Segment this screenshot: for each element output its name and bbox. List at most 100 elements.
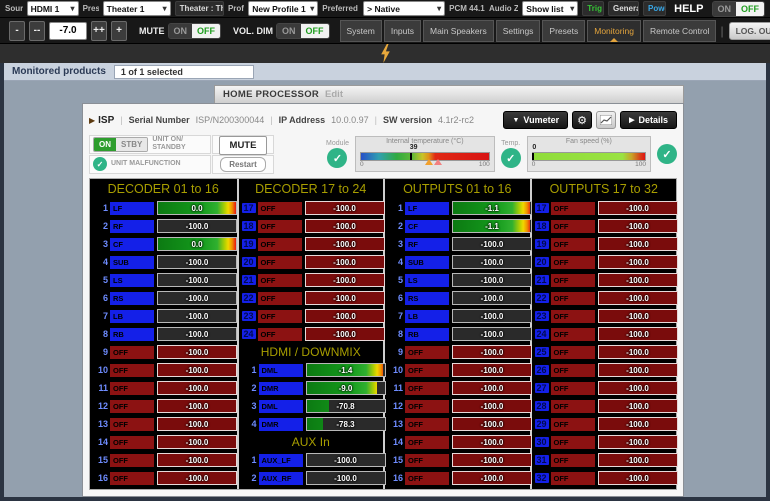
channel-number: 4 [251, 419, 257, 429]
source-select[interactable]: HDMI 1 ▾ [26, 1, 79, 17]
tab-system[interactable]: System [339, 19, 382, 42]
mute-on-option[interactable]: ON [168, 23, 192, 38]
mute-cell: MUTE [212, 134, 274, 155]
upmix-select[interactable]: > Native ▾ [363, 1, 446, 17]
channel-number: 20 [534, 257, 549, 267]
serial-label: Serial Number [128, 115, 190, 125]
tab-presets[interactable]: Presets [542, 19, 586, 42]
meter-row: 32 OFF -100.0 [532, 469, 678, 487]
level-meter: -100.0 [597, 309, 678, 323]
generator-button[interactable]: Generator [608, 1, 639, 17]
vol-dim-toggle[interactable]: ON OFF [276, 22, 330, 39]
channel-number: 6 [397, 293, 403, 303]
volume-input[interactable] [49, 21, 87, 40]
mute-off-option[interactable]: OFF [192, 23, 220, 38]
vumeter-button[interactable]: ▼ Vumeter [503, 111, 569, 129]
settings-gear-button[interactable]: ⚙ [572, 111, 593, 129]
power-button[interactable]: Power [642, 1, 667, 17]
channel-label: OFF [257, 201, 302, 215]
selected-count[interactable]: 1 of 1 selected [113, 64, 254, 79]
help-button[interactable]: HELP [674, 2, 704, 15]
meter-value: -78.3 [336, 420, 355, 429]
preset-select[interactable]: Theater 1 ▾ [102, 1, 171, 17]
graph-button[interactable] [596, 111, 617, 129]
sw-label: SW version [382, 115, 432, 125]
meter-row: 22 OFF -100.0 [532, 289, 678, 307]
level-meter: -100.0 [305, 471, 386, 485]
tab-inputs[interactable]: Inputs [383, 19, 421, 42]
volume-up-fast-button[interactable]: ++ [91, 20, 107, 41]
device-mute-button[interactable]: MUTE [218, 135, 268, 155]
meter-value: -100.0 [185, 456, 209, 465]
meter-row: 18 OFF -100.0 [532, 217, 678, 235]
channel-number: 5 [397, 275, 403, 285]
power-on-option[interactable]: ON [712, 1, 736, 16]
channel-number: 4 [102, 257, 108, 267]
channel-label: RS [405, 291, 449, 305]
level-meter: -100.0 [157, 399, 237, 413]
meter-fill [453, 202, 531, 214]
meter-row: 20 OFF -100.0 [532, 253, 678, 271]
volume-down-button[interactable]: - [9, 20, 25, 41]
meter-value: -100.0 [480, 330, 504, 339]
meter-value: -100.0 [185, 474, 209, 483]
power-off-option[interactable]: OFF [736, 1, 764, 16]
audio-zones-select[interactable]: Show list ▾ [522, 1, 579, 17]
volume-down-fast-button[interactable]: -- [29, 20, 45, 41]
processor-title: HOME PROCESSOR [223, 89, 320, 100]
meter-value: -100.0 [626, 438, 649, 447]
level-meter: -100.0 [304, 327, 385, 341]
tab-remote-control[interactable]: Remote Control [642, 19, 717, 42]
unit-on-option[interactable]: ON [94, 137, 116, 151]
level-meter: 0.0 [157, 201, 237, 215]
logout-button[interactable]: LOG. OUT [728, 21, 770, 40]
details-button[interactable]: ▶ Details [620, 111, 677, 129]
source-label: Source : [5, 4, 23, 14]
meter-row: 23 OFF -100.0 [532, 307, 678, 325]
meter-row: 16 OFF -100.0 [385, 469, 532, 487]
level-meter: -100.0 [452, 273, 532, 287]
profile-select[interactable]: New Profile 1 ▾ [248, 1, 319, 17]
level-meter: -100.0 [157, 327, 237, 341]
volume-up-button[interactable]: + [111, 20, 127, 41]
meter-row: 10 OFF -100.0 [385, 361, 532, 379]
meter-row: 15 OFF -100.0 [385, 451, 532, 469]
tab-monitoring[interactable]: Monitoring [587, 19, 641, 42]
channel-number: 10 [392, 365, 403, 375]
channel-number: 3 [102, 239, 108, 249]
meter-row: 23 OFF -100.0 [239, 307, 385, 325]
channel-number: 17 [241, 203, 256, 213]
profile-value: New Profile 1 [252, 3, 306, 14]
vol-dim-on-option[interactable]: ON [277, 23, 301, 38]
temp-status: Temp. ✓ [500, 140, 521, 168]
collapse-arrow-icon[interactable]: ▶ [89, 115, 96, 125]
meter-row: 24 OFF -100.0 [239, 325, 385, 343]
tab-main-speakers[interactable]: Main Speakers [423, 19, 494, 42]
meter-value: -70.8 [336, 402, 355, 411]
meter-row: 31 OFF -100.0 [532, 451, 678, 469]
channel-label: OFF [110, 417, 154, 431]
level-meter: -100.0 [597, 363, 678, 377]
channel-label: OFF [257, 273, 302, 287]
unit-stby-option[interactable]: STBY [116, 137, 148, 151]
tab-settings[interactable]: Settings [495, 19, 541, 42]
level-meter: -100.0 [452, 417, 532, 431]
edit-link[interactable]: Edit [325, 89, 343, 100]
mute-toggle[interactable]: ON OFF [167, 22, 221, 39]
preset-value: Theater 1 [106, 3, 145, 14]
chevron-right-icon: ▶ [629, 117, 635, 124]
meter-row: 28 OFF -100.0 [532, 397, 678, 415]
power-toggle[interactable]: ON OFF [711, 0, 765, 17]
malfunction-cell: ✓ UNIT MALFUNCTION [89, 154, 211, 174]
level-meter: -100.0 [597, 399, 678, 413]
processor-tab[interactable]: HOME PROCESSOR Edit [214, 85, 684, 103]
channel-label: LB [110, 309, 154, 323]
trig-button[interactable]: Trig 1 [582, 1, 604, 17]
device-restart-button[interactable]: Restart [220, 156, 266, 172]
meter-value: -100.0 [626, 240, 649, 249]
channel-label: OFF [550, 309, 595, 323]
channel-label: OFF [405, 435, 449, 449]
vol-dim-off-option[interactable]: OFF [300, 23, 329, 38]
channel-number: 25 [534, 347, 549, 357]
unit-on-stby-toggle[interactable]: ON STBY [93, 136, 149, 152]
